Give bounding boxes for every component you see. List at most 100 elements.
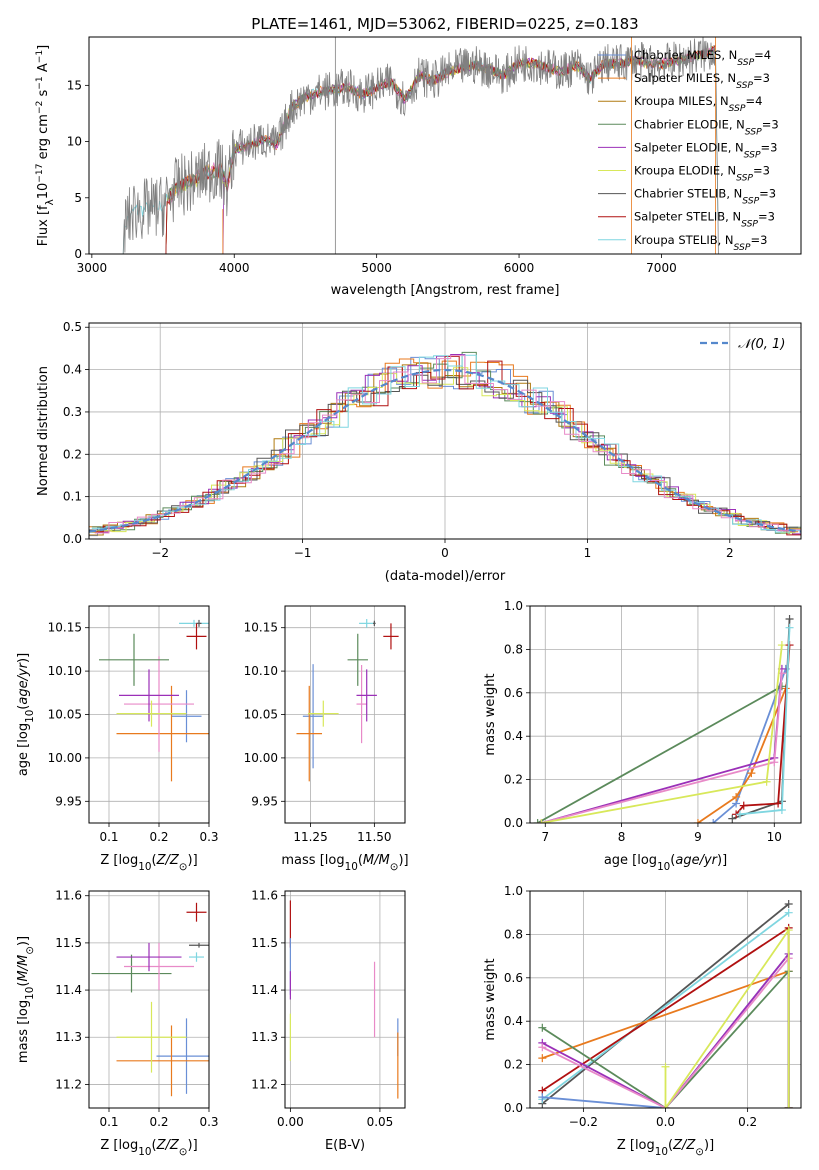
weight-line — [541, 957, 790, 1108]
y-tick-label: 10.15 — [48, 621, 82, 635]
y-tick-label: 15 — [67, 78, 82, 92]
text-part: ( — [16, 982, 31, 987]
text-part: =3 — [753, 164, 770, 178]
axes-frame — [88, 890, 210, 1109]
x-tick-label: 0.1 — [99, 830, 118, 844]
y-tick-label: 11.3 — [251, 1030, 278, 1044]
axes-frame — [284, 890, 406, 1109]
text-part: mass [log — [281, 853, 344, 868]
text-part: Salpeter MILES, N — [634, 71, 736, 85]
x-tick-label: 7 — [541, 830, 549, 844]
text-part: SSP — [742, 195, 759, 206]
weight-marker — [728, 814, 737, 823]
text-part: ] — [36, 45, 51, 50]
text-part: ⊙ — [179, 1146, 188, 1158]
weight-marker — [538, 1054, 547, 1063]
text-part: )] — [398, 853, 408, 868]
text-part: )] — [16, 936, 31, 946]
axes-mass_vs_ebv: 0.00 0.05 11.2 11.3 11.4 11.5 11.6 — [251, 889, 406, 1129]
x-axis-label: Z [log10(Z/Z⊙)] — [617, 1138, 714, 1158]
y-tick-label: 0.4 — [504, 729, 523, 743]
text-part: ( — [16, 705, 31, 710]
x-tick-label: 4000 — [219, 261, 250, 275]
weight-marker — [762, 777, 771, 786]
y-tick-label: 0.0 — [504, 816, 523, 830]
x-axis-label: mass [log10(M/M⊙)] — [281, 853, 408, 873]
y-tick-label: 0.1 — [63, 490, 82, 504]
text-part: =3 — [753, 71, 770, 85]
y-tick-label: 0.3 — [63, 405, 82, 419]
weight-line — [537, 685, 783, 823]
plot-area — [89, 351, 801, 537]
x-axis-label: (data-model)/error — [385, 569, 506, 584]
text-part: age/yr — [16, 661, 31, 704]
y-tick-label: 0.2 — [63, 447, 82, 461]
y-tick-label: 10.10 — [48, 664, 82, 678]
text-part: Kroupa MILES, N — [634, 94, 729, 108]
x-tick-label: 1 — [584, 546, 592, 560]
weight-marker — [693, 819, 702, 823]
x-tick-label: 0.0 — [656, 1115, 675, 1129]
legend-label: Kroupa ELODIE, NSSP=3 — [634, 164, 770, 184]
text-part: =3 — [758, 210, 775, 224]
text-part: −1 — [35, 76, 45, 89]
axes-frame — [284, 605, 406, 824]
x-tick-label: 5000 — [361, 261, 392, 275]
y-tick-label: 0.2 — [504, 773, 523, 787]
weight-marker — [538, 1093, 547, 1102]
weight-line — [697, 688, 787, 823]
text-part: 10 — [24, 710, 36, 723]
text-part: =4 — [754, 48, 771, 62]
axes-frame — [529, 890, 802, 1109]
y-tick-label: 11.5 — [251, 936, 278, 950]
y-axis-label: mass [log10(M/M⊙)] — [16, 936, 36, 1063]
weight-line — [735, 645, 791, 815]
x-tick-label: 3000 — [77, 261, 108, 275]
text-part: 10 — [345, 861, 358, 873]
x-tick-label: 2 — [726, 546, 734, 560]
text-part: M/M — [16, 955, 31, 982]
y-tick-label: 10.00 — [244, 751, 278, 765]
axes-weight_vs_Z: −0.2 0.0 0.2 0.0 0.2 0.4 0.6 0.8 1.0 — [504, 884, 802, 1129]
y-tick-label: 11.5 — [55, 936, 82, 950]
x-tick-label: 11.50 — [357, 830, 391, 844]
weight-marker — [777, 641, 786, 650]
x-tick-label: −2 — [151, 546, 169, 560]
x-axis-label: age [log10(age/yr)] — [604, 853, 727, 873]
x-tick-label: 0 — [441, 546, 449, 560]
text-part: =3 — [759, 187, 776, 201]
text-part: Z/Z — [156, 853, 180, 868]
legend-label: 𝒩(0, 1) — [738, 337, 785, 352]
text-part: 10 — [36, 183, 51, 200]
text-part: 10 — [655, 1146, 668, 1158]
y-tick-label: 10.05 — [48, 708, 82, 722]
text-part: Flux [f — [36, 205, 51, 246]
text-part: )] — [704, 1138, 714, 1153]
text-part: 10 — [138, 1146, 151, 1158]
legend-label: Salpeter ELODIE, NSSP=3 — [634, 140, 777, 160]
plot-area — [99, 619, 209, 782]
axes-weight_vs_age: 7 8 9 10 0.0 0.2 0.4 0.6 0.8 1.0 — [504, 599, 802, 844]
text-part: −17 — [35, 163, 45, 182]
weight-marker — [784, 900, 793, 909]
text-part: ( — [668, 1138, 673, 1153]
histogram-step — [94, 355, 801, 534]
y-tick-label: 11.6 — [55, 889, 82, 903]
plot-area — [296, 619, 399, 782]
text-part: ⊙ — [24, 946, 36, 955]
x-tick-label: 0.1 — [99, 1115, 118, 1129]
text-part: 10 — [657, 861, 670, 873]
normal-curve — [89, 368, 801, 533]
y-tick-label: 0 — [74, 247, 82, 261]
y-axis-label: mass weight — [483, 958, 498, 1040]
axes-mass_vs_Z: 0.1 0.2 0.3 11.2 11.3 11.4 11.5 11.6 — [55, 889, 218, 1129]
histogram-step — [89, 367, 796, 534]
text-part: 10 — [138, 861, 151, 873]
text-part: Z/Z — [672, 1138, 696, 1153]
spectrum-line — [122, 37, 719, 254]
y-tick-label: 10.15 — [244, 621, 278, 635]
weight-marker — [785, 615, 794, 624]
weight-marker — [538, 1023, 547, 1032]
